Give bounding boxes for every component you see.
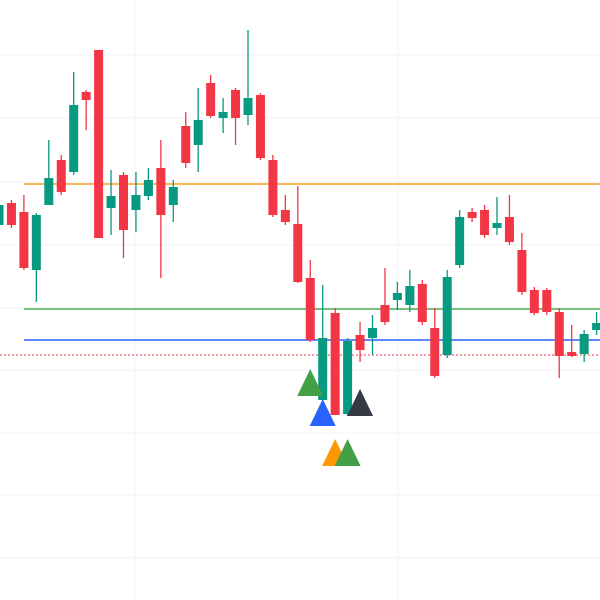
candle-body — [480, 210, 490, 235]
candle-body — [392, 293, 402, 300]
candle-body — [81, 92, 91, 100]
candle-body — [268, 160, 278, 215]
candle-body — [143, 180, 153, 196]
candle-body — [168, 187, 178, 205]
candle-body — [181, 126, 191, 163]
candle-body — [19, 212, 29, 268]
signal-marker — [347, 389, 374, 416]
candle-body — [293, 224, 303, 282]
candle-body — [280, 210, 290, 222]
candle-body — [380, 305, 390, 322]
candle-body — [255, 95, 265, 158]
candle-body — [94, 50, 104, 238]
candle-body — [318, 338, 328, 400]
signal-marker — [297, 369, 324, 396]
candle-body — [405, 286, 415, 305]
candle-body — [156, 168, 166, 215]
candle-body — [206, 83, 216, 116]
signal-marker — [334, 439, 361, 466]
candle-body — [430, 328, 440, 376]
candle-body — [467, 212, 477, 218]
candle-body — [44, 178, 54, 205]
candle-body — [368, 328, 377, 338]
candle-body — [517, 250, 527, 292]
candle-body — [231, 90, 241, 118]
candle-body — [592, 323, 600, 330]
candle-body — [542, 290, 552, 312]
candle-body — [31, 215, 41, 270]
signal-marker — [309, 399, 336, 426]
candle-body — [69, 105, 79, 172]
candle-body — [442, 277, 452, 355]
candle-body — [0, 205, 4, 225]
candle-body — [579, 334, 589, 354]
candle-body — [330, 313, 340, 415]
candle-body — [417, 284, 427, 322]
candle-body — [119, 175, 128, 230]
candle-body — [56, 160, 66, 192]
candle-body — [529, 290, 539, 313]
candle-body — [305, 278, 315, 340]
candle-body — [492, 223, 502, 228]
candle-body — [243, 98, 253, 115]
candle-body — [343, 341, 353, 414]
candle-body — [504, 217, 514, 242]
candle-body — [567, 352, 577, 356]
candle-body — [218, 112, 228, 118]
candle-body — [131, 195, 141, 210]
candle-body — [455, 217, 465, 265]
candle-body — [6, 203, 16, 225]
candle-body — [106, 196, 116, 208]
candle-body — [355, 335, 365, 350]
candle-body — [554, 312, 564, 356]
candle-body — [193, 120, 203, 145]
